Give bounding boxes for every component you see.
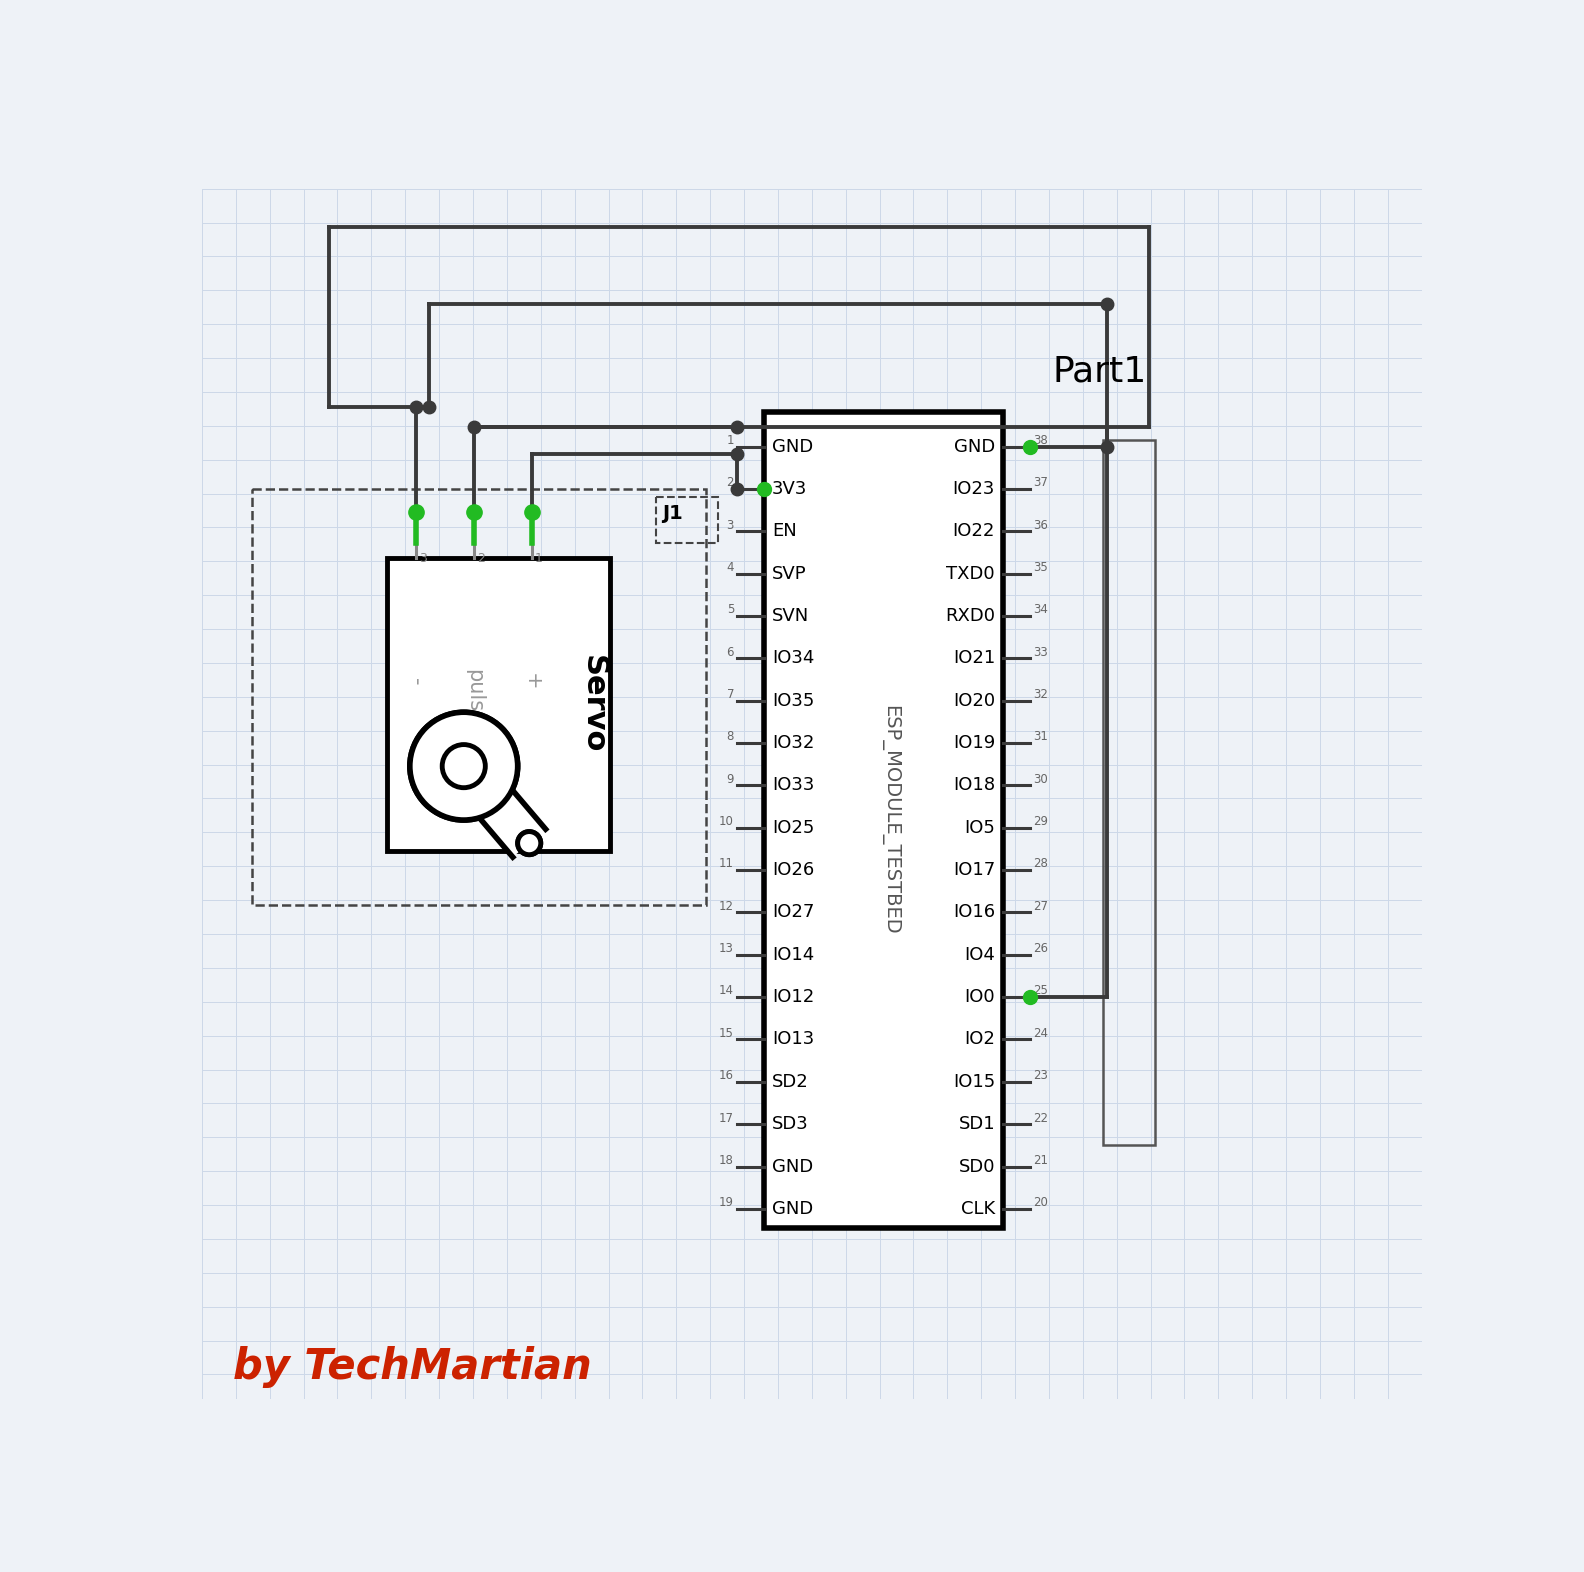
- Text: 28: 28: [1033, 857, 1047, 871]
- Text: SD2: SD2: [771, 1072, 808, 1091]
- Text: IO23: IO23: [952, 479, 995, 498]
- Text: 20: 20: [1033, 1196, 1047, 1209]
- Text: 27: 27: [1033, 899, 1047, 913]
- Text: 13: 13: [719, 942, 733, 956]
- Circle shape: [518, 832, 540, 855]
- Text: by TechMartian: by TechMartian: [233, 1346, 591, 1388]
- Text: EN: EN: [771, 522, 797, 541]
- Text: IO13: IO13: [771, 1031, 814, 1049]
- Text: +: +: [521, 673, 542, 690]
- Text: 1: 1: [535, 552, 542, 564]
- Text: IO34: IO34: [771, 649, 814, 668]
- Text: SVN: SVN: [771, 607, 809, 626]
- Text: Servo: Servo: [578, 656, 608, 753]
- Text: 23: 23: [1033, 1069, 1047, 1082]
- Text: 24: 24: [1033, 1027, 1047, 1039]
- Text: 6: 6: [727, 646, 733, 659]
- Text: IO15: IO15: [954, 1072, 995, 1091]
- Circle shape: [410, 712, 518, 821]
- Text: 29: 29: [1033, 814, 1047, 828]
- Text: IO0: IO0: [965, 989, 995, 1006]
- Text: IO19: IO19: [954, 734, 995, 751]
- Text: RXD0: RXD0: [946, 607, 995, 626]
- Text: 34: 34: [1033, 604, 1047, 616]
- Text: GND: GND: [954, 437, 995, 456]
- Bar: [252, 489, 706, 905]
- Text: IO25: IO25: [771, 819, 814, 836]
- Text: 7: 7: [727, 689, 733, 701]
- Text: SD3: SD3: [771, 1115, 808, 1133]
- Bar: [763, 412, 1003, 1228]
- Text: 3: 3: [727, 519, 733, 531]
- Text: 14: 14: [719, 984, 733, 998]
- Circle shape: [410, 712, 518, 821]
- Text: CLK: CLK: [961, 1199, 995, 1218]
- Text: IO22: IO22: [952, 522, 995, 541]
- Text: 33: 33: [1033, 646, 1047, 659]
- Text: 21: 21: [1033, 1154, 1047, 1166]
- Text: IO17: IO17: [954, 861, 995, 879]
- Circle shape: [442, 745, 485, 788]
- Text: GND: GND: [771, 437, 813, 456]
- Bar: [386, 558, 610, 850]
- Text: IO2: IO2: [965, 1031, 995, 1049]
- Text: Part1: Part1: [1053, 355, 1147, 388]
- Text: 30: 30: [1033, 773, 1047, 786]
- Text: 37: 37: [1033, 476, 1047, 489]
- Text: 8: 8: [727, 731, 733, 744]
- Text: IO35: IO35: [771, 692, 814, 709]
- Text: 10: 10: [719, 814, 733, 828]
- Text: 3: 3: [420, 552, 428, 564]
- Text: 9: 9: [727, 773, 733, 786]
- Bar: [656, 497, 718, 542]
- Text: 32: 32: [1033, 689, 1047, 701]
- Text: IO14: IO14: [771, 946, 814, 964]
- Text: IO20: IO20: [954, 692, 995, 709]
- Text: 26: 26: [1033, 942, 1047, 956]
- Text: 4: 4: [727, 561, 733, 574]
- Text: 2: 2: [477, 552, 485, 564]
- Text: 36: 36: [1033, 519, 1047, 531]
- Text: pulse: pulse: [464, 668, 483, 725]
- Text: ESP_MODULE_TESTBED: ESP_MODULE_TESTBED: [881, 706, 900, 935]
- Text: 22: 22: [1033, 1111, 1047, 1124]
- Text: IO12: IO12: [771, 989, 814, 1006]
- Text: 18: 18: [719, 1154, 733, 1166]
- Text: 12: 12: [719, 899, 733, 913]
- Text: 35: 35: [1033, 561, 1047, 574]
- Text: IO18: IO18: [954, 777, 995, 794]
- Text: 31: 31: [1033, 731, 1047, 744]
- Text: SD1: SD1: [958, 1115, 995, 1133]
- Text: SVP: SVP: [771, 564, 806, 583]
- Text: 15: 15: [719, 1027, 733, 1039]
- Bar: [1102, 440, 1155, 1144]
- Text: 19: 19: [719, 1196, 733, 1209]
- Text: 1: 1: [727, 434, 733, 446]
- Text: 3V3: 3V3: [771, 479, 808, 498]
- Text: IO21: IO21: [954, 649, 995, 668]
- Text: GND: GND: [771, 1199, 813, 1218]
- Text: IO16: IO16: [954, 904, 995, 921]
- Text: 11: 11: [719, 857, 733, 871]
- Text: J1: J1: [662, 505, 683, 523]
- Text: 17: 17: [719, 1111, 733, 1124]
- Polygon shape: [447, 751, 545, 857]
- Text: -: -: [406, 678, 426, 685]
- Text: SD0: SD0: [958, 1157, 995, 1176]
- Text: 2: 2: [727, 476, 733, 489]
- Text: GND: GND: [771, 1157, 813, 1176]
- Text: IO27: IO27: [771, 904, 814, 921]
- Text: IO33: IO33: [771, 777, 814, 794]
- Text: 38: 38: [1033, 434, 1047, 446]
- Text: IO5: IO5: [965, 819, 995, 836]
- Text: IO4: IO4: [965, 946, 995, 964]
- Text: IO32: IO32: [771, 734, 814, 751]
- Text: TXD0: TXD0: [946, 564, 995, 583]
- Circle shape: [442, 745, 485, 788]
- Text: 5: 5: [727, 604, 733, 616]
- Text: 25: 25: [1033, 984, 1047, 998]
- Circle shape: [518, 832, 540, 855]
- Text: IO26: IO26: [771, 861, 814, 879]
- Text: 16: 16: [719, 1069, 733, 1082]
